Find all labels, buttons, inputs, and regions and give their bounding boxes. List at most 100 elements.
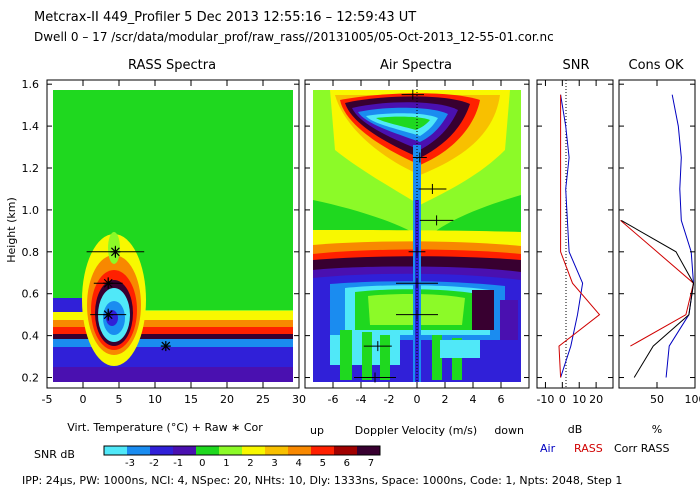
cons-frame [618,79,696,389]
cons-line-rass [620,220,695,347]
snr-xlabel: dB [568,423,583,436]
air-bottom-green-a [340,330,352,380]
air-markers [354,89,454,383]
rass-band-orange [53,320,293,327]
air-bottom-green-c [380,335,390,380]
colorbar-swatch [219,446,243,455]
colorbar-tick-label: 6 [344,458,350,469]
rass-cor-marker [103,278,114,289]
x-tick-label: 20 [220,393,234,406]
rass-band-dark [53,333,293,339]
rass-band-low-blue [53,347,293,367]
y-axis-label: Height (km) [5,197,18,263]
rass-band-red [53,327,293,334]
y-tick-label: 1.0 [22,204,40,217]
rass-cor-marker-stroke [103,278,113,288]
x-tick-label: 0 [80,393,87,406]
colorbar-swatch [173,446,197,455]
x-tick-label: 10 [148,393,162,406]
x-tick-label: 10 [572,393,586,406]
colorbar-tick-label: -3 [125,458,135,469]
air-xlabel: Doppler Velocity (m/s) [355,424,477,437]
air-upper-core [376,116,430,130]
rass-heatmap [53,90,293,382]
y-tick-label: 0.2 [22,372,40,385]
colorbar-swatch [334,446,358,455]
header-line1: Metcrax-II 449_Profiler 5 Dec 2013 12:55… [34,10,416,25]
snr-lines [558,94,601,378]
cons-line-corr-rass [621,219,695,378]
x-tick-label: -6 [328,393,339,406]
rass-band-bottom [53,367,293,382]
air-bottom-green-e [452,338,462,380]
colorbar-tick-label: 4 [295,458,301,469]
rass-markers [86,245,171,352]
snr-line-air [560,94,584,378]
air-bottom-green-b [362,332,372,380]
colorbar-swatch [196,446,220,455]
x-tick-label: 50 [650,393,664,406]
rass-cor-marker-stroke [161,341,171,351]
air-bottom-purple-b [500,300,518,340]
air-bottom-dark-b [472,290,494,330]
y-tick-label: 1.2 [22,162,40,175]
cons-xlabel: % [652,423,662,436]
colorbar-outline [103,445,381,456]
x-tick-label: 100 [685,393,700,406]
x-tick-label: 4 [470,393,477,406]
colorbar-swatch [357,446,381,455]
x-tick-label: -2 [384,393,395,406]
colorbar: -3 -2 -1 0 1 2 3 4 5 6 7 [103,445,381,469]
colorbar-tick-label: -2 [149,458,159,469]
colorbar-tick-label: 0 [199,458,205,469]
snr-line-rass [558,94,601,378]
colorbar-tick-label: 3 [271,458,277,469]
cons-line-air [665,94,695,378]
rass-cor-marker-stroke [103,310,113,320]
rass-frame [46,79,300,389]
x-tick-label: 0 [414,393,421,406]
y-tick-label: 1.4 [22,120,40,133]
x-tick-label: 20 [589,393,603,406]
cons-lines [620,94,695,378]
colorbar-label: SNR dB [34,448,75,461]
rass-band-purple-right [145,300,293,310]
x-tick-label: -10 [536,393,554,406]
x-tick-label: 0 [559,393,566,406]
rass-cor-marker [160,341,171,352]
air-down-label: down [494,424,524,437]
rass-title: RASS Spectra [128,58,216,73]
colorbar-swatch [242,446,266,455]
rass-xlabel: Virt. Temperature (°C) + Raw ∗ Cor [67,421,263,434]
colorbar-swatch [265,446,289,455]
x-tick-label: 25 [256,393,270,406]
x-tick-label: 5 [116,393,123,406]
colorbar-tick-label: -1 [173,458,183,469]
y-tick-label: 0.8 [22,246,40,259]
air-bottom-green-d [432,335,442,380]
colorbar-tick-label: 7 [368,458,374,469]
air-bottom-cyan-b [440,340,480,358]
rass-bump-top [108,232,120,264]
colorbar-swatch [150,446,174,455]
x-tick-label: 6 [498,393,505,406]
colorbar-swatch [104,446,128,455]
y-tick-label: 1.6 [22,78,40,91]
legend-corr-rass: Corr RASS [614,442,669,455]
snr-title: SNR [562,58,589,73]
y-tick-label: 0.4 [22,330,40,343]
colorbar-tick-label: 1 [223,458,229,469]
colorbar-swatch [288,446,312,455]
x-tick-label: -5 [42,393,53,406]
rass-band-navy [53,337,293,347]
footer-params: IPP: 24μs, PW: 1000ns, NCI: 4, NSpec: 20… [22,474,622,487]
rass-cor-marker-stroke [110,247,120,257]
legend-air: Air [540,442,556,455]
y-tick-label: 0.6 [22,288,40,301]
x-tick-label: 30 [292,393,306,406]
air-title: Air Spectra [380,58,452,73]
colorbar-tick-label: 2 [247,458,253,469]
colorbar-swatch [311,446,335,455]
colorbar-tick-label: 5 [320,458,326,469]
